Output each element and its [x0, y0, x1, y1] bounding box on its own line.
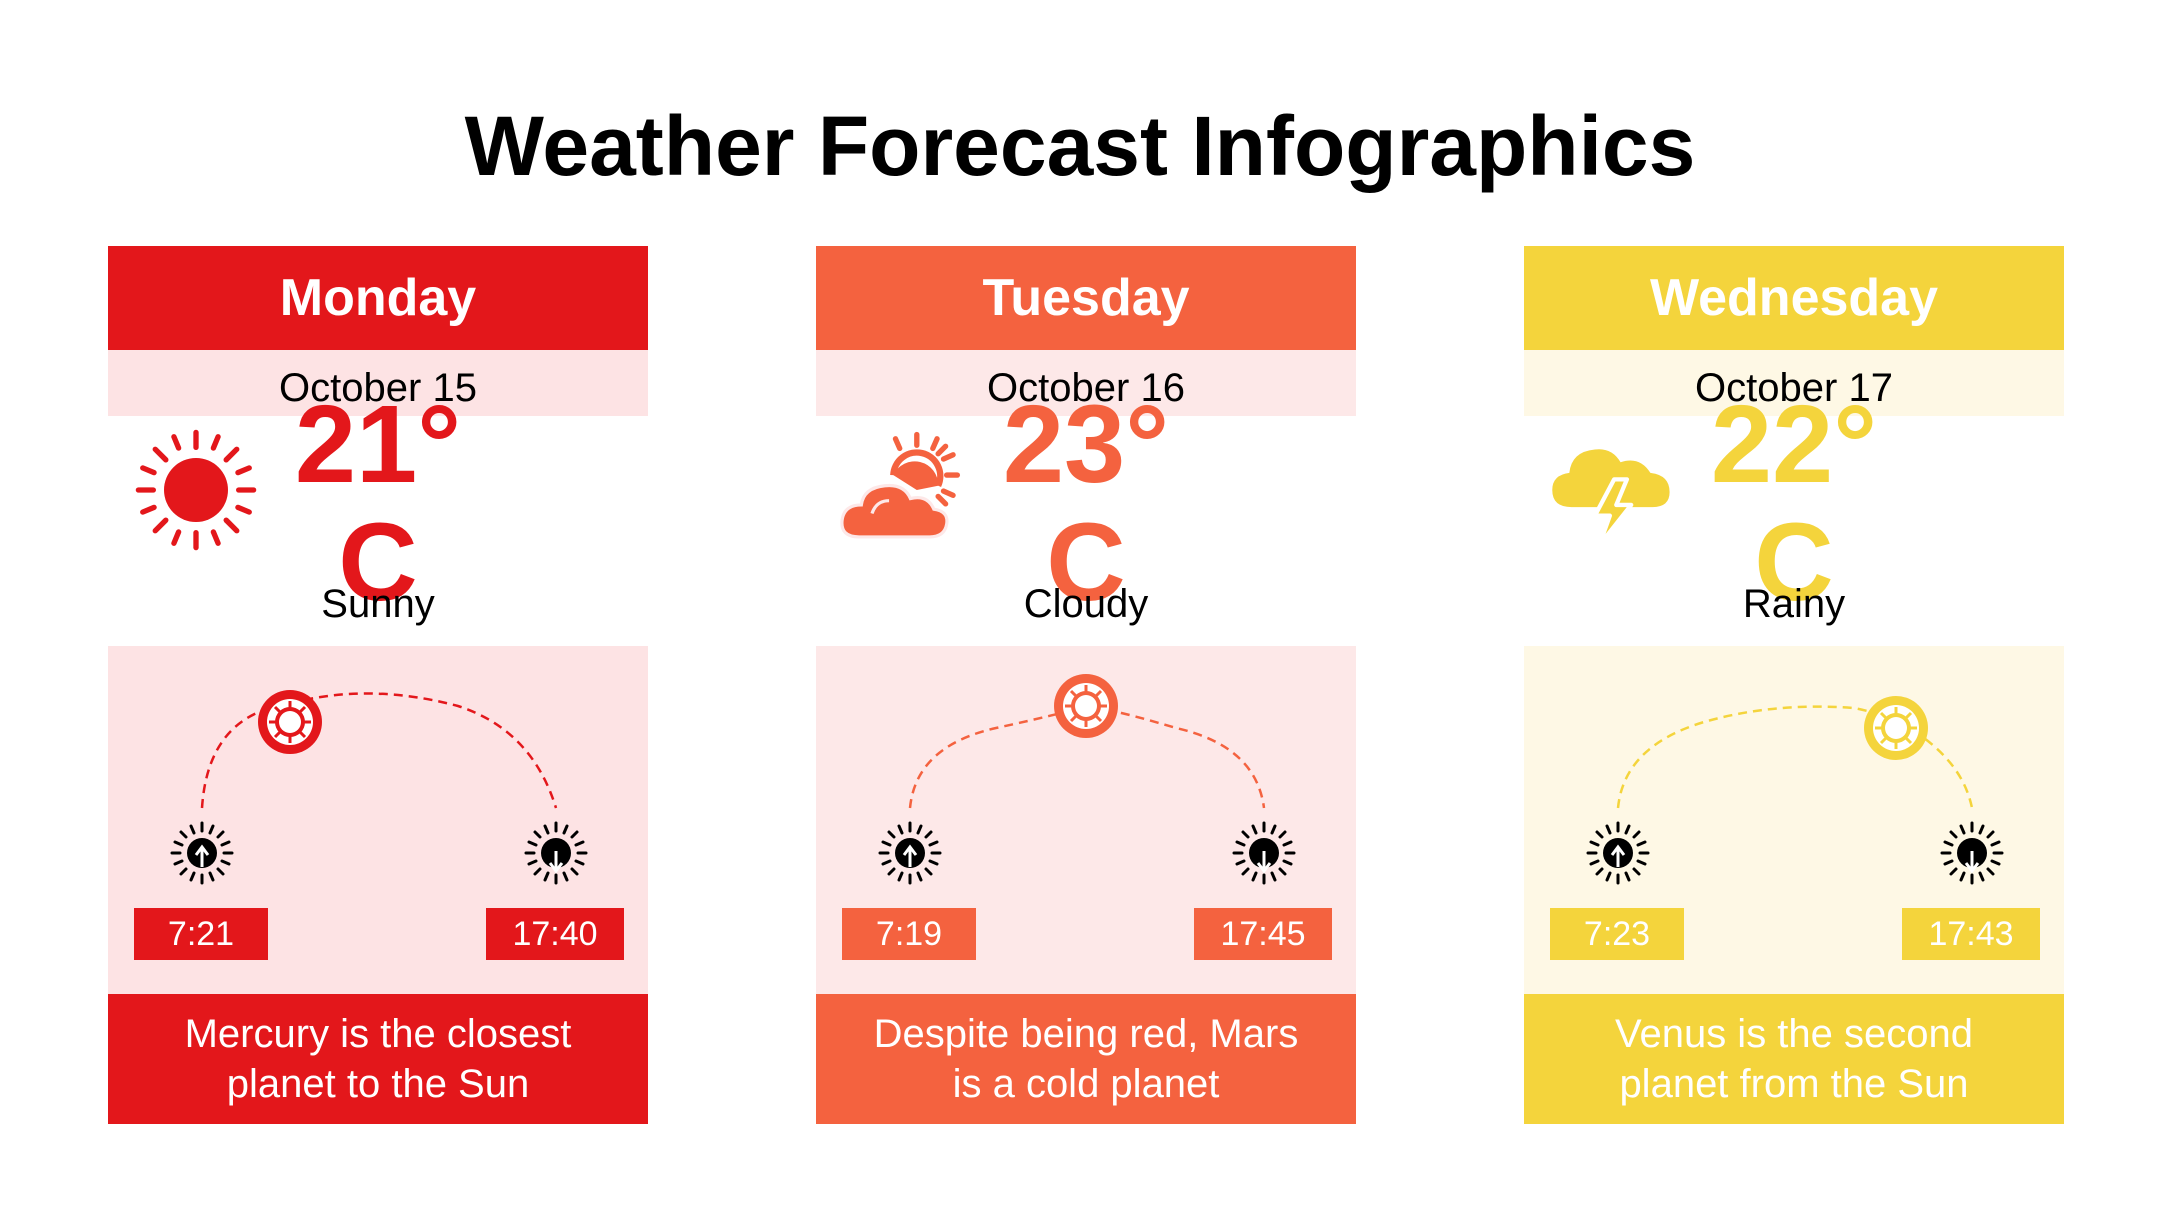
temperature-unit: C	[1754, 501, 1834, 624]
sun-icon	[135, 429, 257, 551]
sunrise-icon	[1586, 821, 1650, 885]
temperature-value: 22°	[1710, 383, 1878, 506]
date-label: October 15	[108, 350, 648, 416]
weather-condition: Cloudy	[1023, 582, 1149, 626]
date-label: October 17	[1524, 350, 2064, 416]
day-header: Wednesday	[1524, 246, 2064, 350]
date-label: October 16	[816, 350, 1356, 416]
thunderstorm-cloud-icon	[1552, 449, 1670, 548]
description-box: Mercury is the closest planet to the Sun	[108, 994, 648, 1124]
sunset-icon	[1232, 821, 1296, 885]
description-box: Venus is the second planet from the Sun	[1524, 994, 2064, 1124]
temperature: 21° C	[258, 386, 498, 622]
weather-condition: Sunny	[321, 582, 435, 626]
description-box: Despite being red, Mars is a cold planet	[816, 994, 1356, 1124]
sun-path-arc	[878, 674, 1296, 885]
forecast-card-wednesday: Wednesday October 17 22° C Rainy	[1524, 246, 2064, 1124]
sun-position-icon	[258, 690, 322, 754]
sunset-time: 17:43	[1902, 908, 2040, 960]
sun-path-arc	[170, 690, 588, 885]
description-text: Venus is the second planet from the Sun	[1614, 1012, 1974, 1106]
partly-cloudy-icon	[840, 431, 960, 539]
temperature-value: 23°	[1002, 383, 1170, 506]
temperature-unit: C	[1046, 501, 1126, 624]
sun-path-arc	[1586, 696, 2004, 885]
sun-path-panel: 7:19 17:45	[816, 646, 1356, 994]
weather-condition: Rainy	[1742, 582, 1846, 626]
sun-position-icon	[1864, 696, 1928, 760]
temperature: 23° C	[966, 386, 1206, 622]
sunrise-time: 7:23	[1550, 908, 1684, 960]
forecast-card-tuesday: Tuesday October 16 23° C Cloudy	[816, 246, 1356, 1124]
temperature-unit: C	[338, 501, 418, 624]
sunrise-time: 7:21	[134, 908, 268, 960]
sunrise-time: 7:19	[842, 908, 976, 960]
temperature: 22° C	[1674, 386, 1914, 622]
sunset-time: 17:40	[486, 908, 624, 960]
sun-path-panel: 7:21 17:40	[108, 646, 648, 994]
sun-path-panel: 7:23 17:43	[1524, 646, 2064, 994]
day-header: Tuesday	[816, 246, 1356, 350]
sunrise-icon	[170, 821, 234, 885]
sunset-icon	[1940, 821, 2004, 885]
description-text: Mercury is the closest planet to the Sun	[184, 1012, 572, 1106]
description-text: Despite being red, Mars is a cold planet	[873, 1012, 1299, 1106]
sunset-time: 17:45	[1194, 908, 1332, 960]
page-title: Weather Forecast Infographics	[464, 99, 1696, 193]
forecast-card-monday: Monday October 15 21° C Sunny	[108, 246, 648, 1124]
day-header: Monday	[108, 246, 648, 350]
sunrise-icon	[878, 821, 942, 885]
temperature-value: 21°	[294, 383, 462, 506]
sun-position-icon	[1054, 674, 1118, 738]
sunset-icon	[524, 821, 588, 885]
